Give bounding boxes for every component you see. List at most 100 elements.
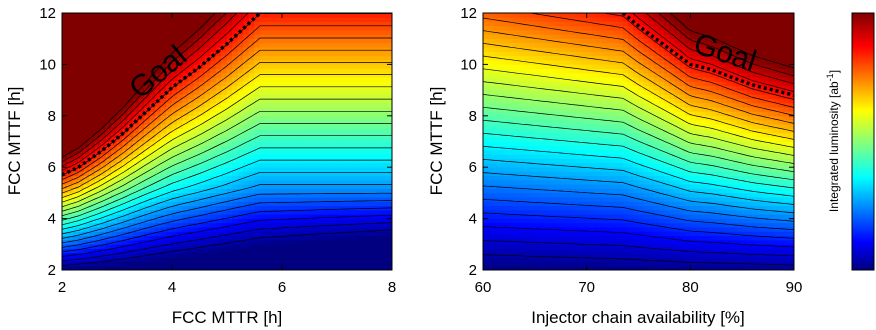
heatmap-cell	[270, 13, 277, 18]
heatmap-cell	[518, 192, 525, 198]
heatmap-cell	[215, 46, 222, 52]
heatmap-cell	[375, 214, 382, 219]
heatmap-cell	[483, 209, 489, 215]
heatmap-cell	[576, 166, 582, 172]
heatmap-cell	[565, 111, 572, 117]
heatmap-cell	[539, 141, 546, 147]
heatmap-cell	[576, 158, 582, 164]
heatmap-cell	[287, 55, 294, 61]
heatmap-cell	[221, 46, 228, 52]
heatmap-cell	[177, 218, 184, 224]
heatmap-cell	[89, 98, 96, 104]
heatmap-cell	[105, 244, 112, 249]
heatmap-cell	[493, 128, 499, 134]
heatmap-cell	[78, 106, 85, 112]
left-heatmap	[62, 13, 392, 270]
heatmap-cell	[576, 192, 582, 198]
heatmap-cell	[320, 55, 327, 61]
heatmap-cell	[508, 235, 515, 241]
heatmap-cell	[353, 106, 360, 112]
heatmap-cell	[570, 111, 577, 117]
heatmap-cell	[265, 85, 272, 91]
heatmap-cell	[309, 261, 316, 267]
contour-line	[62, 207, 392, 253]
heatmap-cell	[248, 46, 255, 52]
heatmap-cell	[210, 171, 217, 177]
heatmap-cell	[314, 158, 321, 164]
heatmap-cell	[94, 261, 101, 267]
heatmap-cell	[353, 136, 360, 142]
heatmap-cell	[581, 171, 587, 177]
heatmap-cell	[493, 98, 499, 104]
heatmap-cell	[358, 252, 365, 258]
heatmap-cell	[105, 115, 112, 121]
heatmap-cell	[259, 81, 266, 87]
heatmap-cell	[369, 252, 376, 258]
heatmap-cell	[534, 94, 541, 99]
heatmap-cell	[303, 256, 310, 262]
heatmap-cell	[565, 115, 572, 121]
heatmap-cell	[193, 128, 200, 134]
heatmap-cell	[487, 196, 494, 202]
heatmap-cell	[369, 111, 376, 117]
heatmap-cell	[596, 248, 603, 254]
heatmap-cell	[237, 209, 244, 215]
heatmap-cell	[375, 42, 382, 48]
heatmap-cell	[581, 141, 587, 147]
heatmap-cell	[270, 111, 277, 117]
heatmap-cell	[122, 34, 129, 39]
heatmap-cell	[534, 252, 541, 258]
heatmap-cell	[581, 154, 587, 159]
heatmap-cell	[94, 256, 101, 262]
heatmap-cell	[177, 81, 184, 87]
heatmap-cell	[89, 231, 96, 237]
heatmap-cell	[144, 256, 151, 262]
heatmap-cell	[215, 226, 222, 232]
heatmap-cell	[62, 128, 68, 134]
heatmap-cell	[177, 89, 184, 95]
heatmap-cell	[347, 94, 354, 99]
heatmap-cell	[487, 141, 494, 147]
heatmap-cell	[353, 218, 360, 224]
heatmap-cell	[171, 55, 178, 61]
heatmap-cell	[105, 94, 112, 99]
heatmap-cell	[529, 21, 536, 27]
heatmap-cell	[160, 201, 167, 207]
heatmap-cell	[380, 252, 387, 258]
heatmap-cell	[493, 222, 499, 228]
heatmap-cell	[215, 16, 222, 22]
heatmap-cell	[292, 25, 299, 31]
heatmap-cell	[303, 205, 310, 211]
heatmap-cell	[576, 179, 582, 185]
heatmap-cell	[565, 64, 572, 69]
heatmap-cell	[298, 188, 305, 194]
heatmap-cell	[232, 51, 239, 57]
heatmap-cell	[259, 68, 266, 74]
heatmap-cell	[369, 141, 376, 147]
heatmap-cell	[353, 166, 360, 172]
heatmap-cell	[320, 218, 327, 224]
heatmap-cell	[314, 231, 321, 237]
heatmap-cell	[369, 149, 376, 155]
heatmap-cell	[204, 42, 211, 48]
heatmap-cell	[524, 261, 530, 267]
heatmap-cell	[232, 132, 239, 138]
heatmap-cell	[254, 115, 261, 121]
heatmap-cell	[298, 158, 305, 164]
heatmap-cell	[105, 205, 112, 211]
heatmap-cell	[529, 196, 536, 202]
heatmap-cell	[287, 111, 294, 117]
heatmap-cell	[586, 192, 593, 198]
heatmap-cell	[331, 21, 338, 27]
heatmap-cell	[353, 192, 360, 198]
heatmap-cell	[83, 16, 90, 22]
heatmap-cell	[498, 162, 505, 168]
heatmap-cell	[193, 145, 200, 151]
heatmap-cell	[166, 111, 173, 117]
heatmap-cell	[498, 154, 505, 159]
heatmap-cell	[364, 184, 371, 189]
heatmap-cell	[67, 111, 74, 117]
heatmap-cell	[199, 106, 206, 112]
heatmap-cell	[560, 55, 567, 61]
heatmap-cell	[72, 124, 79, 129]
